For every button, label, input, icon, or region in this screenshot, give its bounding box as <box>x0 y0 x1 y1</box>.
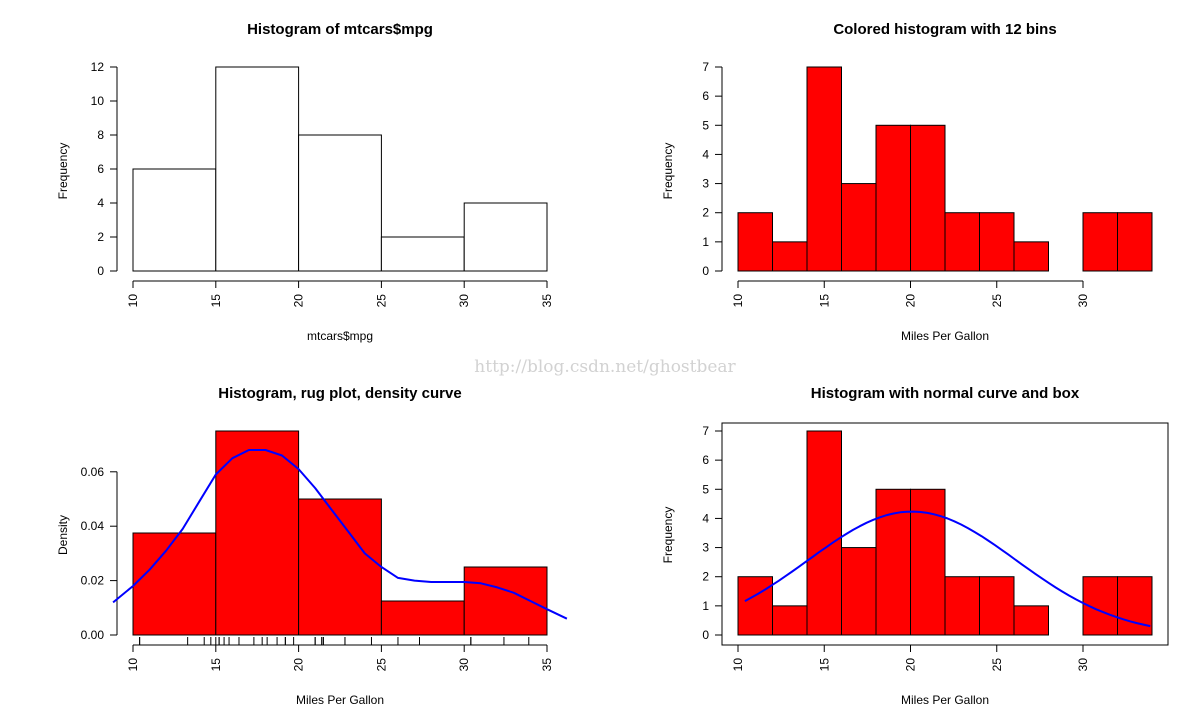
chart-title: Histogram of mtcars$mpg <box>247 21 433 38</box>
y-tick-label: 2 <box>702 206 709 220</box>
x-axis-label: mtcars$mpg <box>307 329 373 343</box>
y-tick-label: 5 <box>702 482 709 496</box>
chart-title: Histogram with normal curve and box <box>811 385 1080 402</box>
chart-panel-1: Histogram of mtcars$mpg 0 2 4 6 8 10 12 10 15 20 25… <box>56 21 554 343</box>
x-tick-label: 35 <box>540 658 554 672</box>
x-tick-label: 20 <box>904 294 918 308</box>
histogram-bar <box>1013 241 1049 272</box>
y-tick-label: 8 <box>97 128 104 142</box>
density-curve <box>112 449 568 620</box>
x-tick-label: 15 <box>209 658 223 672</box>
chart-title: Histogram, rug plot, density curve <box>218 385 461 402</box>
histogram-bar <box>132 168 217 272</box>
histogram-bar <box>215 430 300 636</box>
y-tick-label: 0.04 <box>81 519 105 533</box>
histogram-bar <box>806 66 842 272</box>
histogram-bar <box>1013 605 1049 636</box>
x-axis-label: Miles Per Gallon <box>296 693 384 707</box>
watermark-text: http://blog.csdn.net/ghostbear <box>474 357 736 377</box>
histogram-bar <box>1117 212 1153 272</box>
histogram-bar <box>772 241 808 272</box>
histogram-bar <box>910 124 946 272</box>
y-tick-label: 3 <box>702 177 709 191</box>
y-tick-label: 0 <box>702 628 709 642</box>
x-axis-label: Miles Per Gallon <box>901 693 989 707</box>
normal-curve <box>744 510 1151 628</box>
y-tick-label: 0.02 <box>81 574 105 588</box>
y-axis-label: Frequency <box>661 143 675 200</box>
y-tick-label: 1 <box>702 235 709 249</box>
y-tick-label: 0.06 <box>81 465 105 479</box>
x-tick-label: 10 <box>731 294 745 308</box>
y-tick-label: 0 <box>97 264 104 278</box>
y-tick-label: 7 <box>702 424 709 438</box>
y-tick-label: 10 <box>91 94 105 108</box>
x-tick-label: 30 <box>457 658 471 672</box>
histogram-bar <box>463 566 548 636</box>
histogram-bar <box>944 576 980 636</box>
x-tick-label: 30 <box>1076 658 1090 672</box>
y-axis-label: Frequency <box>56 143 70 200</box>
y-tick-label: 4 <box>97 196 104 210</box>
histogram-bar <box>380 236 465 272</box>
chart-panel-2: Colored histogram with 12 bins 0 1 2 3 4 5 6 7 10… <box>661 21 1153 343</box>
x-tick-label: 30 <box>1076 294 1090 308</box>
x-tick-label: 15 <box>209 294 223 308</box>
x-axis-label: Miles Per Gallon <box>901 329 989 343</box>
x-tick-label: 20 <box>292 294 306 308</box>
histogram-bar <box>944 212 980 272</box>
plot-box <box>721 422 1169 646</box>
y-tick-label: 2 <box>97 230 104 244</box>
y-tick-label: 3 <box>702 541 709 555</box>
y-tick-label: 0.00 <box>81 628 105 642</box>
histogram-bar <box>1117 576 1153 636</box>
y-axis-label: Density <box>56 515 70 555</box>
chart-panel-4: Histogram with normal curve and box 0 1 2 3 4… <box>661 385 1169 707</box>
x-tick-label: 25 <box>374 658 388 672</box>
chart-title: Colored histogram with 12 bins <box>833 21 1056 38</box>
x-tick-label: 30 <box>457 294 471 308</box>
histogram-bar <box>875 124 911 272</box>
y-axis-label: Frequency <box>661 507 675 564</box>
histogram-bar <box>298 134 382 272</box>
x-tick-label: 20 <box>904 658 918 672</box>
histogram-bar <box>806 430 842 636</box>
chart-panel-3: Histogram, rug plot, density curve 0.00 0.… <box>56 385 568 707</box>
x-tick-label: 15 <box>817 658 831 672</box>
histogram-bar <box>737 212 773 272</box>
y-tick-label: 4 <box>702 147 709 161</box>
histogram-bar <box>737 576 773 636</box>
x-tick-label: 10 <box>731 658 745 672</box>
histogram-bar <box>979 576 1015 636</box>
x-tick-label: 25 <box>990 294 1004 308</box>
y-tick-label: 4 <box>702 511 709 525</box>
histogram-bar <box>380 600 465 636</box>
histogram-bar <box>979 212 1015 272</box>
x-tick-label: 10 <box>126 658 140 672</box>
histogram-bar <box>841 547 877 636</box>
x-tick-label: 15 <box>817 294 831 308</box>
y-tick-label: 5 <box>702 118 709 132</box>
y-tick-label: 7 <box>702 60 709 74</box>
histogram-bar <box>215 66 300 272</box>
y-tick-label: 0 <box>702 264 709 278</box>
y-tick-label: 12 <box>91 60 105 74</box>
y-tick-label: 6 <box>702 89 709 103</box>
histogram-bar <box>1082 212 1118 272</box>
histogram-bar <box>841 183 877 272</box>
y-tick-label: 1 <box>702 599 709 613</box>
histogram-bar <box>463 202 548 272</box>
histogram-bar <box>132 532 217 636</box>
y-tick-label: 6 <box>97 162 104 176</box>
x-tick-label: 25 <box>374 294 388 308</box>
histogram-bar <box>772 605 808 636</box>
x-tick-label: 20 <box>292 658 306 672</box>
y-tick-label: 6 <box>702 453 709 467</box>
x-tick-label: 25 <box>990 658 1004 672</box>
y-tick-label: 2 <box>702 570 709 584</box>
x-tick-label: 35 <box>540 294 554 308</box>
x-tick-label: 10 <box>126 294 140 308</box>
